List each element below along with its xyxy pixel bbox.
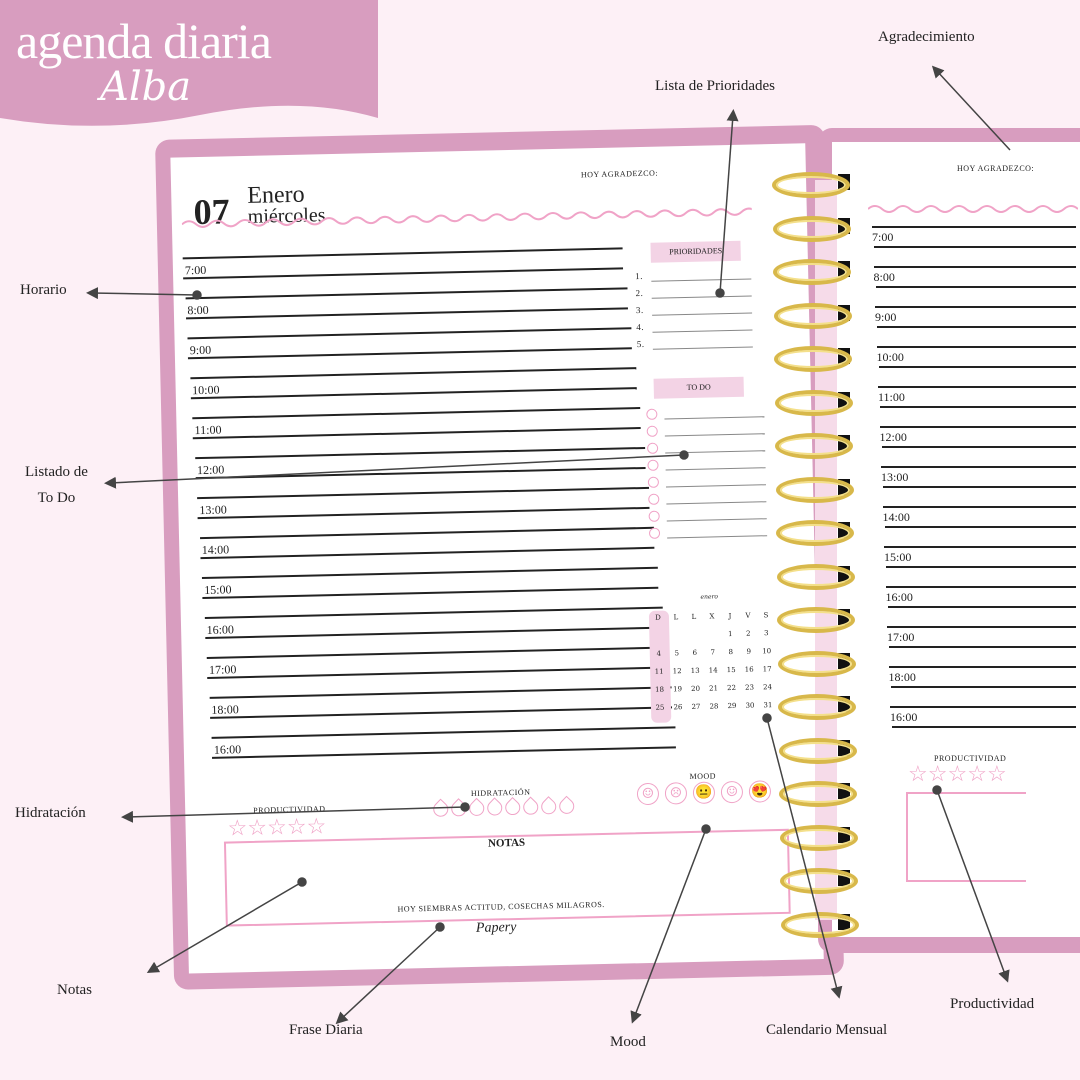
spiral-ring (777, 650, 856, 677)
schedule-line[interactable] (890, 686, 1076, 688)
label-frase: Frase Diaria (289, 1022, 363, 1038)
hour-label: 16:00 (885, 590, 913, 604)
spiral-ring (773, 259, 851, 285)
spiral-ring (773, 302, 852, 329)
spiral-ring (777, 607, 855, 633)
spiral-ring (775, 433, 853, 459)
right-productivity-label: PRODUCTIVIDAD (934, 754, 1007, 763)
hour-label: 9:00 (875, 310, 897, 324)
schedule-line[interactable] (873, 266, 1076, 268)
schedule-line[interactable] (883, 486, 1076, 488)
spiral-ring (772, 172, 850, 198)
hour-label: 8:00 (873, 270, 895, 284)
spiral-ring (780, 868, 858, 894)
schedule-line[interactable] (879, 426, 1076, 428)
hour-label: 14:00 (882, 510, 910, 524)
label-agradecimiento: Agradecimiento (878, 29, 975, 45)
banner-subtitle: Alba (100, 64, 192, 110)
schedule-line[interactable] (884, 546, 1076, 548)
schedule-line[interactable] (889, 646, 1076, 648)
hour-label: 15:00 (884, 550, 912, 564)
schedule-line[interactable] (882, 506, 1076, 508)
spiral-ring (775, 476, 854, 503)
schedule-line[interactable] (878, 366, 1076, 368)
hour-label: 18:00 (888, 670, 916, 684)
spiral-ring (780, 911, 859, 938)
schedule-line[interactable] (885, 586, 1076, 588)
spiral-ring (776, 563, 855, 590)
label-todo: Listado de To Do (25, 464, 88, 506)
spiral-ring (772, 215, 851, 242)
wavy-divider (181, 207, 752, 228)
schedule-line[interactable] (877, 326, 1076, 328)
label-prioridades: Lista de Prioridades (655, 78, 775, 94)
right-page: HOY AGRADEZCO: 7:00 8:00 9:00 10:00 11:00 12:… (818, 128, 1080, 953)
label-calendario: Calendario Mensual (766, 1022, 888, 1038)
schedule-line[interactable] (888, 666, 1076, 668)
hour-label: 7:00 (872, 230, 894, 244)
hour-label: 17:00 (887, 630, 915, 644)
schedule-line[interactable] (874, 246, 1076, 248)
label-mood: Mood (610, 1034, 646, 1050)
hour-label: 13:00 (881, 470, 909, 484)
right-gratitude-label: HOY AGRADEZCO: (957, 164, 1035, 173)
title-banner: agenda diaria Alba (0, 0, 378, 135)
left-page-sheet: 07 Enero miércoles HOY AGRADEZCO: 7:00 8:… (170, 143, 824, 974)
star-icon[interactable]: ☆ (986, 762, 1007, 787)
spiral-ring (774, 346, 852, 372)
hour-label: 16:00 (890, 710, 918, 724)
hour-label: 10:00 (876, 350, 904, 364)
label-productividad: Productividad (950, 996, 1035, 1012)
label-notas: Notas (57, 982, 92, 998)
right-page-sheet: HOY AGRADEZCO: 7:00 8:00 9:00 10:00 11:00 12:… (832, 142, 1080, 937)
spiral-ring (779, 824, 858, 851)
schedule-line[interactable] (880, 406, 1076, 408)
star-icon[interactable]: ☆ (967, 762, 987, 787)
star-icon[interactable]: ☆ (927, 762, 948, 787)
right-wavy-divider (868, 205, 1078, 213)
spiral-ring (779, 781, 857, 807)
left-page: 07 Enero miércoles HOY AGRADEZCO: 7:00 8:… (155, 124, 845, 990)
star-icon[interactable]: ☆ (947, 762, 968, 787)
schedule-line[interactable] (872, 226, 1076, 228)
schedule-line[interactable] (890, 706, 1076, 708)
schedule-line[interactable] (881, 446, 1076, 448)
hour-label: 11:00 (878, 390, 905, 404)
schedule-line[interactable] (875, 286, 1076, 288)
schedule-line[interactable] (881, 466, 1076, 468)
schedule-line[interactable] (887, 626, 1076, 628)
schedule-line[interactable] (875, 306, 1076, 308)
right-notes-box[interactable] (906, 792, 1026, 882)
schedule-line[interactable] (884, 526, 1076, 528)
star-icon[interactable]: ☆ (908, 762, 928, 787)
label-hidratacion: Hidratación (15, 805, 86, 821)
right-productivity-stars[interactable]: ☆☆☆☆☆ (908, 762, 1007, 787)
schedule-line[interactable] (892, 726, 1076, 728)
banner-title: agenda diaria (16, 13, 271, 69)
hour-label: 12:00 (879, 430, 907, 444)
spiral-ring (778, 737, 857, 764)
schedule-line[interactable] (886, 566, 1076, 568)
label-horario: Horario (20, 282, 67, 298)
schedule-line[interactable] (878, 386, 1076, 388)
schedule-line[interactable] (887, 606, 1076, 608)
schedule-line[interactable] (876, 346, 1076, 348)
spiral-ring (774, 389, 853, 416)
spiral-ring (778, 694, 856, 720)
spiral-ring (776, 520, 854, 546)
